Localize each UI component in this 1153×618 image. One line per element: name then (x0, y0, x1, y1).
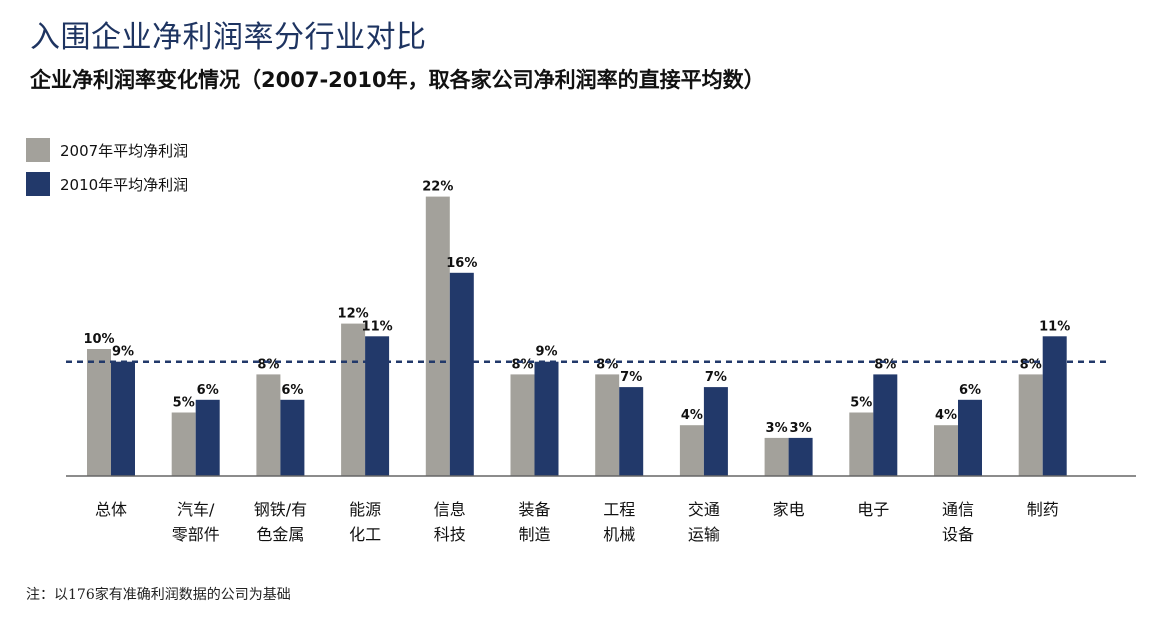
bar-2007 (1018, 374, 1043, 476)
data-label-2010: 9% (112, 345, 134, 360)
data-label-2007: 8% (596, 357, 618, 372)
legend-item-2010: 2010年平均净利润 (26, 172, 188, 196)
bar-2010 (788, 437, 813, 476)
bar-2007 (849, 412, 874, 476)
bar-2010 (873, 374, 898, 476)
legend: 2007年平均净利润 2010年平均净利润 (26, 138, 188, 206)
bar-2010 (619, 387, 644, 476)
category-label: 家电 (773, 500, 805, 519)
bar-2007 (764, 437, 789, 476)
data-label-2010: 7% (620, 370, 642, 385)
data-label-2010: 6% (959, 383, 981, 398)
legend-label-2007: 2007年平均净利润 (60, 141, 189, 160)
legend-swatch-2007 (26, 138, 50, 162)
bar-2007 (87, 349, 111, 476)
data-label-2007: 4% (935, 408, 957, 423)
category-label: 能源 (349, 500, 381, 519)
bar-2007 (171, 412, 196, 476)
category-label: 制造 (518, 525, 550, 544)
bar-2007 (595, 374, 620, 476)
category-label: 交通 (688, 500, 720, 519)
category-label: 制药 (1027, 500, 1059, 519)
data-label-2007: 8% (511, 357, 533, 372)
data-label-2010: 3% (790, 421, 812, 436)
bar-2010 (449, 272, 474, 476)
bar-2010 (703, 387, 728, 476)
category-label: 色金属 (256, 525, 304, 544)
category-label: 装备 (518, 500, 550, 519)
category-label: 总体 (95, 500, 127, 519)
data-label-2010: 7% (705, 370, 727, 385)
legend-swatch-2010 (26, 172, 50, 196)
data-label-2007: 4% (681, 408, 703, 423)
bar-2007 (256, 374, 281, 476)
bar-2010 (111, 361, 135, 476)
data-label-2007: 12% (338, 307, 369, 322)
data-label-2010: 11% (362, 319, 393, 334)
page-title: 入围企业净利润率分行业对比 (30, 20, 427, 55)
category-label: 工程 (603, 500, 635, 519)
bar-2010 (195, 399, 220, 476)
category-label: 钢铁/有 (254, 500, 307, 519)
bar-2007 (341, 323, 366, 476)
data-label-2007: 5% (850, 396, 872, 411)
chart-subtitle: 企业净利润率变化情况（2007-2010年，取各家公司净利润率的直接平均数） (30, 68, 765, 92)
footnote: 注：以176家有准确利润数据的公司为基础 (26, 587, 291, 603)
category-label: 化工 (349, 525, 381, 544)
bar-2010 (1042, 336, 1067, 476)
category-label: 运输 (688, 525, 720, 544)
category-label: 零部件 (172, 525, 220, 544)
bar-2007 (679, 425, 704, 476)
category-label: 电子 (857, 500, 889, 519)
data-label-2007: 22% (422, 180, 453, 195)
bar-2007 (934, 425, 958, 476)
data-label-2010: 16% (446, 256, 477, 271)
data-label-2010: 11% (1039, 319, 1070, 334)
data-label-2007: 10% (83, 332, 114, 347)
data-label-2010: 9% (535, 345, 557, 360)
bar-2007 (425, 196, 450, 476)
category-label: 设备 (942, 525, 974, 544)
category-label: 科技 (434, 525, 466, 544)
bar-2010 (534, 361, 559, 476)
data-label-2010: 6% (281, 383, 303, 398)
category-label: 机械 (603, 525, 635, 544)
bar-2010 (280, 399, 305, 476)
category-label: 通信 (942, 500, 974, 519)
bar-2007 (510, 374, 535, 476)
data-label-2007: 3% (766, 421, 788, 436)
bar-2010 (958, 399, 982, 476)
category-label: 信息 (434, 500, 466, 519)
category-label: 汽车/ (177, 500, 215, 519)
legend-label-2010: 2010年平均净利润 (60, 175, 189, 194)
data-label-2010: 8% (874, 357, 896, 372)
legend-item-2007: 2007年平均净利润 (26, 138, 188, 162)
data-label-2007: 8% (257, 357, 279, 372)
data-label-2007: 8% (1020, 357, 1042, 372)
data-label-2007: 5% (173, 396, 195, 411)
bar-2010 (365, 336, 390, 476)
data-label-2010: 6% (197, 383, 219, 398)
